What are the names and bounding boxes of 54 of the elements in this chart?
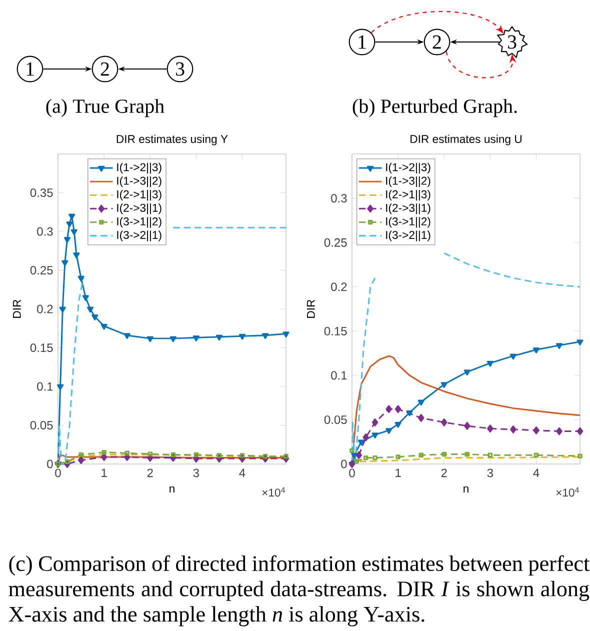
y-tick-label: 0.2 — [331, 282, 347, 292]
y-axis-title: DIR — [306, 300, 315, 318]
chart-title: DIR estimates using Y — [116, 134, 228, 146]
y-tick-label: 0.05 — [30, 420, 53, 430]
y-axis-title: DIR — [12, 300, 21, 318]
text: 1 — [358, 35, 366, 49]
legend-label: I(1->2||3) — [117, 162, 162, 174]
x-axis-title: n — [170, 486, 174, 492]
text: 2 — [100, 62, 109, 76]
x-tick-label: 1 — [396, 468, 401, 477]
legend-label: I(3->1||2) — [117, 217, 162, 228]
y-tick-label: 0.25 — [30, 266, 53, 274]
text: 2 — [432, 35, 441, 49]
legend-label: I(1->3||2) — [117, 176, 162, 188]
text: 3 — [176, 62, 184, 76]
legend-label: I(1->2||3) — [386, 162, 430, 174]
y-tick-label: 0.15 — [30, 343, 53, 352]
y-tick-label: 0.2 — [37, 304, 53, 314]
text: (a) True Graph — [46, 98, 164, 118]
y-tick-label: 0.1 — [37, 382, 53, 391]
x-tick-label: 3 — [193, 468, 199, 478]
y-tick-label: 0.25 — [324, 238, 347, 247]
legend-label: I(3->2||1) — [117, 230, 162, 242]
y-tick-label: 0.05 — [324, 415, 347, 424]
legend-label: I(3->2||1) — [386, 230, 430, 242]
legend-label: I(1->3||2) — [386, 176, 430, 188]
legend-label: I(2->1||3) — [386, 190, 430, 201]
legend-label: I(2->3||1) — [117, 204, 162, 214]
text: ×10$^{4}$ — [556, 487, 579, 497]
text: 3 — [508, 35, 516, 49]
x-tick-label: 2 — [147, 468, 153, 478]
x-tick-label: 0 — [55, 468, 61, 478]
y-tick-label: 0.35 — [30, 188, 53, 197]
chart-title: DIR estimates using U — [410, 134, 522, 146]
legend-label: I(2->1||3) — [117, 190, 162, 201]
legend-label: I(2->3||1) — [386, 204, 430, 214]
y-tick-label: 0.3 — [331, 194, 347, 203]
text: ×10$^{4}$ — [262, 487, 285, 497]
y-tick-label: 0.1 — [331, 371, 347, 380]
x-tick-label: 4 — [533, 468, 540, 477]
y-tick-label: 0.3 — [37, 227, 53, 236]
y-tick-label: 0 — [47, 460, 53, 468]
x-tick-label: 1 — [102, 468, 107, 477]
y-tick-label: 0.15 — [324, 326, 347, 336]
x-axis-title: n — [464, 486, 468, 492]
text: 1 — [26, 62, 34, 76]
y-tick-label: 0 — [341, 460, 347, 468]
x-tick-label: 3 — [487, 468, 493, 478]
legend-label: I(3->1||2) — [386, 217, 430, 228]
x-tick-label: 0 — [349, 468, 355, 478]
text: (c) Comparison of directed information estimates between perfect measurements and corrupted data-streams. DIR I is shown along X-axis and the sample length n is along Y-axis. — [8, 555, 590, 626]
x-tick-label: 4 — [239, 468, 246, 477]
x-tick-label: 2 — [441, 468, 447, 478]
text: (b) Perturbed Graph. — [352, 98, 517, 118]
